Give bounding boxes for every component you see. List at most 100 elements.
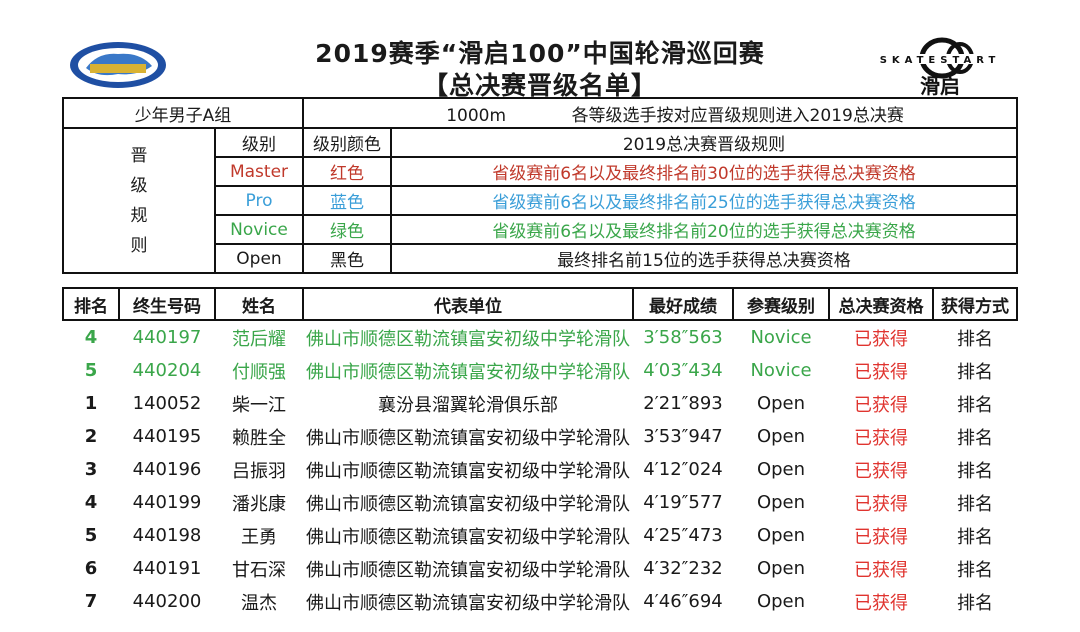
rule-text: 省级赛前6名以及最终排名前25位的选手获得总决赛资格	[390, 185, 1018, 216]
cell-rank: 2	[84, 426, 98, 447]
cell-qualified: 已获得	[854, 526, 908, 548]
cell-level: Open	[756, 591, 806, 612]
rule-color: 红色	[302, 156, 392, 187]
rule-color: 绿色	[302, 214, 392, 245]
cell-level: Open	[756, 525, 806, 546]
rule-color: 蓝色	[302, 185, 392, 216]
cell-id: 440204	[132, 360, 202, 381]
cell-rank: 7	[84, 591, 98, 612]
rule-level: Pro	[214, 185, 304, 216]
group-info-row: 少年男子A组 1000m 各等级选手按对应晋级规则进入2019总决赛	[62, 97, 1018, 129]
cell-unit: 襄汾县溜翼轮滑俱乐部	[378, 394, 558, 416]
table-row: 4 440197 范后耀 佛山市顺德区勒流镇富安初级中学轮滑队 3′58″563…	[63, 320, 1017, 354]
cell-method: 排名	[957, 592, 993, 614]
cell-best: 2′21″893	[643, 393, 723, 414]
rule-row-pro: Pro 蓝色 省级赛前6名以及最终排名前25位的选手获得总决赛资格	[63, 185, 1018, 216]
col-rank: 排名	[62, 287, 120, 321]
rule-level: Novice	[214, 214, 304, 245]
cell-unit: 佛山市顺德区勒流镇富安初级中学轮滑队	[306, 361, 630, 383]
cell-level: Open	[756, 558, 806, 579]
cell-rank: 4	[84, 327, 98, 348]
table-row: 2 440195 赖胜全 佛山市顺德区勒流镇富安初级中学轮滑队 3′53″947…	[63, 420, 1017, 453]
rule-row-open: Open 黑色 最终排名前15位的选手获得总决赛资格	[63, 243, 1018, 274]
cell-qualified: 已获得	[854, 592, 908, 614]
cell-best: 4′12″024	[643, 459, 723, 480]
cell-unit: 佛山市顺德区勒流镇富安初级中学轮滑队	[306, 526, 630, 548]
cell-name: 甘石深	[232, 559, 286, 581]
cell-rank: 5	[84, 525, 98, 546]
table-row: 5 440198 王勇 佛山市顺德区勒流镇富安初级中学轮滑队 4′25″473 …	[63, 519, 1017, 552]
table-row: 1 140052 柴一江 襄汾县溜翼轮滑俱乐部 2′21″893 Open 已获…	[63, 387, 1017, 420]
cell-name: 吕振羽	[232, 460, 286, 482]
cell-method: 排名	[957, 394, 993, 416]
cell-unit: 佛山市顺德区勒流镇富安初级中学轮滑队	[306, 592, 630, 614]
cell-method: 排名	[957, 361, 993, 383]
col-id: 终生号码	[118, 287, 216, 321]
page-subtitle: 【总决赛晋级名单】	[422, 71, 657, 100]
cell-best: 4′46″694	[643, 591, 723, 612]
cell-method: 排名	[957, 526, 993, 548]
cell-rank: 5	[84, 360, 98, 381]
cell-level: Novice	[750, 360, 812, 381]
rules-col-level: 级别	[214, 127, 304, 158]
group-name: 少年男子A组	[62, 97, 304, 129]
cell-id: 440191	[132, 558, 202, 579]
cell-unit: 佛山市顺德区勒流镇富安初级中学轮滑队	[306, 427, 630, 449]
cell-name: 赖胜全	[232, 427, 286, 449]
cell-name: 付顺强	[232, 361, 286, 383]
cell-unit: 佛山市顺德区勒流镇富安初级中学轮滑队	[306, 493, 630, 515]
rule-level: Open	[214, 243, 304, 274]
cell-best: 4′03″434	[643, 360, 723, 381]
cell-name: 潘兆康	[232, 493, 286, 515]
col-level: 参赛级别	[732, 287, 830, 321]
cell-rank: 4	[84, 492, 98, 513]
table-row: 5 440204 付顺强 佛山市顺德区勒流镇富安初级中学轮滑队 4′03″434…	[63, 354, 1017, 387]
cell-rank: 3	[84, 459, 98, 480]
cell-name: 温杰	[241, 592, 277, 614]
rule-row-master: Master 红色 省级赛前6名以及最终排名前30位的选手获得总决赛资格	[63, 156, 1018, 187]
cell-method: 排名	[957, 493, 993, 515]
table-row: 3 440196 吕振羽 佛山市顺德区勒流镇富安初级中学轮滑队 4′12″024…	[63, 453, 1017, 486]
table-row: 6 440191 甘石深 佛山市顺德区勒流镇富安初级中学轮滑队 4′32″232…	[63, 552, 1017, 585]
cell-rank: 1	[84, 393, 98, 414]
group-distance: 1000m	[446, 105, 507, 126]
cell-qualified: 已获得	[854, 460, 908, 482]
cell-best: 3′58″563	[643, 327, 723, 348]
cell-level: Open	[756, 426, 806, 447]
cell-qualified: 已获得	[854, 559, 908, 581]
association-logo	[68, 40, 168, 90]
rules-col-rule: 2019总决赛晋级规则	[390, 127, 1018, 158]
cell-best: 3′53″947	[643, 426, 723, 447]
cell-qualified: 已获得	[854, 493, 908, 515]
cell-id: 440195	[132, 426, 202, 447]
col-best: 最好成绩	[632, 287, 734, 321]
rule-level: Master	[214, 156, 304, 187]
col-name: 姓名	[214, 287, 304, 321]
rules-header-row: 晋 级 规 则 级别 级别颜色 2019总决赛晋级规则	[62, 127, 1018, 274]
rule-text: 最终排名前15位的选手获得总决赛资格	[390, 243, 1018, 274]
cell-id: 440200	[132, 591, 202, 612]
cell-qualified: 已获得	[854, 427, 908, 449]
cell-level: Open	[756, 459, 806, 480]
cell-unit: 佛山市顺德区勒流镇富安初级中学轮滑队	[306, 559, 630, 581]
cell-method: 排名	[957, 328, 993, 350]
cell-unit: 佛山市顺德区勒流镇富安初级中学轮滑队	[306, 460, 630, 482]
group-note: 各等级选手按对应晋级规则进入2019总决赛	[571, 105, 904, 126]
cell-id: 440198	[132, 525, 202, 546]
logo-text: SKATESTART	[880, 55, 1000, 66]
col-method: 获得方式	[932, 287, 1018, 321]
table-row: 4 440199 潘兆康 佛山市顺德区勒流镇富安初级中学轮滑队 4′19″577…	[63, 486, 1017, 519]
cell-level: Open	[756, 492, 806, 513]
col-unit: 代表单位	[302, 287, 634, 321]
cell-id: 140052	[132, 393, 202, 414]
cell-method: 排名	[957, 427, 993, 449]
cell-rank: 6	[84, 558, 98, 579]
rule-color: 黑色	[302, 243, 392, 274]
cell-name: 范后耀	[232, 328, 286, 350]
cell-qualified: 已获得	[854, 361, 908, 383]
rules-table: 少年男子A组 1000m 各等级选手按对应晋级规则进入2019总决赛 晋 级 规…	[62, 97, 1018, 274]
rule-text: 省级赛前6名以及最终排名前20位的选手获得总决赛资格	[390, 214, 1018, 245]
table-row: 7 440200 温杰 佛山市顺德区勒流镇富安初级中学轮滑队 4′46″694 …	[63, 585, 1017, 618]
cell-qualified: 已获得	[854, 328, 908, 350]
group-distance-note: 1000m 各等级选手按对应晋级规则进入2019总决赛	[302, 97, 1018, 129]
